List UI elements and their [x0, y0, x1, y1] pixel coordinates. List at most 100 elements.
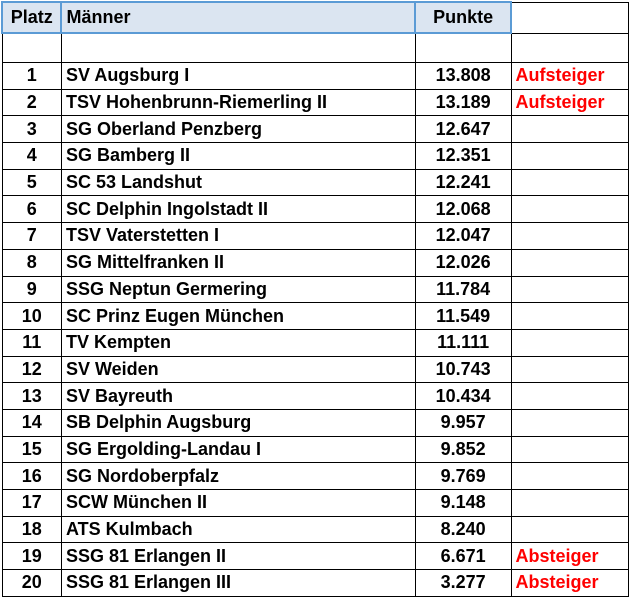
- status-cell: [510, 382, 630, 410]
- table-row: 13 SV Bayreuth 10.434: [1, 382, 630, 410]
- status-cell: [510, 408, 630, 437]
- table-row: 6 SC Delphin Ingolstadt II 12.068: [1, 195, 630, 224]
- rank-cell: 2: [1, 88, 62, 117]
- table-row: 15 SG Ergolding-Landau I 9.852: [1, 435, 630, 464]
- points-cell: 8.240: [414, 515, 512, 544]
- rank-cell: 1: [1, 62, 62, 90]
- rank-cell: 15: [1, 435, 62, 464]
- status-cell: [510, 489, 630, 517]
- table-row: 8 SG Mittelfranken II 12.026: [1, 248, 630, 277]
- status-cell: [510, 435, 630, 464]
- rank-cell: 16: [1, 462, 62, 490]
- rank-cell: 17: [1, 489, 62, 517]
- points-cell: 9.957: [414, 408, 512, 437]
- points-cell: 13.808: [414, 62, 512, 90]
- team-name-cell: SG Bamberg II: [60, 142, 416, 170]
- table-row: 1 SV Augsburg I 13.808 Aufsteiger: [1, 62, 630, 90]
- rank-cell: 6: [1, 195, 62, 224]
- status-cell: [510, 142, 630, 170]
- status-cell: [510, 462, 630, 490]
- team-name-cell: SC Delphin Ingolstadt II: [60, 195, 416, 224]
- team-name-cell: SG Nordoberpfalz: [60, 462, 416, 490]
- points-cell: 9.769: [414, 462, 512, 490]
- rank-cell: 12: [1, 355, 62, 384]
- team-name-cell: TSV Vaterstetten I: [60, 222, 416, 250]
- status-cell: [510, 222, 630, 250]
- status-cell: [510, 248, 630, 277]
- header-status-empty: [510, 1, 630, 34]
- rank-cell: 14: [1, 408, 62, 437]
- points-cell: 10.743: [414, 355, 512, 384]
- status-cell: Absteiger: [510, 542, 630, 571]
- points-cell: 11.549: [414, 302, 512, 330]
- header-punkte: Punkte: [414, 1, 513, 34]
- table-row: 16 SG Nordoberpfalz 9.769: [1, 462, 630, 490]
- rank-cell: 8: [1, 248, 62, 277]
- points-cell: 10.434: [414, 382, 512, 410]
- points-cell: 12.068: [414, 195, 512, 224]
- rank-cell: 20: [1, 569, 62, 597]
- table-row: 4 SG Bamberg II 12.351: [1, 142, 630, 170]
- status-cell: [510, 328, 630, 357]
- header-row: Platz Männer Punkte: [0, 1, 630, 34]
- status-cell: [510, 275, 630, 304]
- header-name: Männer: [60, 1, 417, 34]
- status-cell: Aufsteiger: [510, 62, 630, 90]
- team-name-cell: SG Mittelfranken II: [60, 248, 416, 277]
- points-cell: 9.148: [414, 489, 512, 517]
- rank-cell: 10: [1, 302, 62, 330]
- team-name-cell: SC 53 Landshut: [60, 168, 416, 197]
- team-name-cell: SG Ergolding-Landau I: [60, 435, 416, 464]
- spacer-cell: [510, 32, 630, 63]
- team-name-cell: SSG 81 Erlangen II: [60, 542, 416, 571]
- points-cell: 11.784: [414, 275, 512, 304]
- table-row: 10 SC Prinz Eugen München 11.549: [1, 302, 630, 330]
- points-cell: 12.647: [414, 115, 512, 144]
- status-cell: Aufsteiger: [510, 88, 630, 117]
- spacer-row: [1, 32, 630, 63]
- table-row: 2 TSV Hohenbrunn-Riemerling II 13.189 Aufst…: [1, 88, 630, 117]
- team-name-cell: SV Weiden: [60, 355, 416, 384]
- team-name-cell: SB Delphin Augsburg: [60, 408, 416, 437]
- table-row: 9 SSG Neptun Germering 11.784: [1, 275, 630, 304]
- table-row: 19 SSG 81 Erlangen II 6.671 Absteiger: [1, 542, 630, 571]
- points-cell: 11.111: [414, 328, 512, 357]
- team-name-cell: ATS Kulmbach: [60, 515, 416, 544]
- rank-cell: 7: [1, 222, 62, 250]
- team-name-cell: SG Oberland Penzberg: [60, 115, 416, 144]
- status-cell: [510, 195, 630, 224]
- spacer-cell: [414, 32, 512, 63]
- spacer-cell: [60, 32, 416, 63]
- table-row: 12 SV Weiden 10.743: [1, 355, 630, 384]
- team-name-cell: SC Prinz Eugen München: [60, 302, 416, 330]
- rank-cell: 13: [1, 382, 62, 410]
- table-row: 18 ATS Kulmbach 8.240: [1, 515, 630, 544]
- rank-cell: 4: [1, 142, 62, 170]
- table-row: 17 SCW München II 9.148: [1, 489, 630, 517]
- rank-cell: 11: [1, 328, 62, 357]
- team-name-cell: SSG Neptun Germering: [60, 275, 416, 304]
- rank-cell: 5: [1, 168, 62, 197]
- team-name-cell: SV Bayreuth: [60, 382, 416, 410]
- status-cell: [510, 515, 630, 544]
- team-name-cell: SSG 81 Erlangen III: [60, 569, 416, 597]
- table-row: 11 TV Kempten 11.111: [1, 328, 630, 357]
- points-cell: 12.047: [414, 222, 512, 250]
- team-name-cell: TSV Hohenbrunn-Riemerling II: [60, 88, 416, 117]
- spacer-cell: [1, 32, 62, 63]
- points-cell: 12.351: [414, 142, 512, 170]
- table-row: 14 SB Delphin Augsburg 9.957: [1, 408, 630, 437]
- header-platz: Platz: [0, 1, 63, 34]
- points-cell: 12.026: [414, 248, 512, 277]
- status-cell: [510, 115, 630, 144]
- table-row: 5 SC 53 Landshut 12.241: [1, 168, 630, 197]
- rank-cell: 18: [1, 515, 62, 544]
- rank-cell: 9: [1, 275, 62, 304]
- status-cell: [510, 355, 630, 384]
- status-cell: Absteiger: [510, 569, 630, 597]
- team-name-cell: SV Augsburg I: [60, 62, 416, 90]
- table-row: 3 SG Oberland Penzberg 12.647: [1, 115, 630, 144]
- points-cell: 3.277: [414, 569, 512, 597]
